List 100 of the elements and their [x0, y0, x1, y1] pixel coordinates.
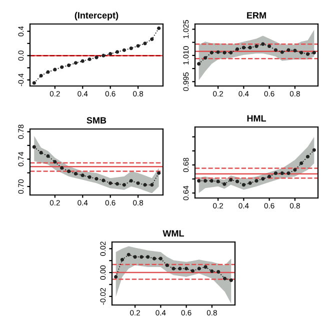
point [210, 50, 214, 54]
point [32, 145, 36, 149]
chart-title: WML [162, 230, 184, 236]
point [129, 178, 133, 183]
point [300, 161, 304, 166]
point [46, 154, 50, 158]
point [60, 65, 64, 69]
point [197, 62, 201, 66]
point [229, 50, 233, 54]
chart-title: ERM [247, 12, 266, 18]
point [143, 183, 147, 187]
chart-title: SMB [86, 117, 106, 124]
point [184, 266, 188, 270]
point [210, 269, 214, 274]
point [190, 269, 195, 273]
point [140, 255, 144, 259]
point [74, 172, 78, 176]
point [274, 171, 278, 176]
point [150, 37, 154, 41]
point [80, 59, 84, 63]
point [248, 181, 252, 185]
point [286, 171, 290, 176]
point [158, 256, 162, 260]
point [39, 74, 43, 78]
point [210, 178, 214, 183]
point [102, 178, 106, 182]
point [39, 150, 43, 154]
point [222, 182, 226, 186]
point [300, 50, 304, 54]
point [53, 68, 57, 72]
point [280, 171, 284, 176]
point [122, 183, 126, 187]
point [312, 148, 316, 152]
point [197, 178, 201, 183]
point [293, 48, 297, 52]
point [204, 265, 208, 269]
point [197, 266, 201, 270]
point [74, 61, 78, 65]
point [203, 56, 208, 60]
point [88, 57, 92, 62]
point [261, 177, 265, 181]
point [274, 48, 278, 52]
point [165, 263, 169, 268]
point [150, 183, 154, 187]
point [129, 46, 133, 50]
point [136, 181, 140, 185]
point [115, 182, 120, 186]
point [268, 174, 272, 178]
point [203, 178, 208, 183]
point [235, 180, 240, 184]
point [157, 171, 161, 175]
point [293, 168, 297, 172]
point [242, 182, 246, 187]
point [108, 181, 112, 185]
point [306, 154, 310, 158]
point [268, 44, 272, 48]
point [136, 44, 140, 48]
point [114, 275, 118, 279]
point [80, 174, 84, 178]
point [261, 42, 265, 46]
point [32, 81, 36, 85]
point [222, 276, 227, 280]
point [102, 54, 106, 58]
point [178, 266, 182, 270]
point [248, 46, 252, 50]
point [222, 50, 226, 54]
point [146, 255, 150, 259]
point [152, 256, 156, 260]
point [133, 255, 137, 259]
chart-title: HML [247, 115, 266, 122]
point [115, 50, 120, 54]
point [108, 52, 112, 56]
point [229, 178, 233, 182]
point [60, 166, 64, 170]
point [254, 44, 258, 48]
chart-title: (Intercept) [74, 12, 118, 20]
point [122, 48, 126, 52]
point [94, 176, 98, 181]
point [216, 180, 220, 184]
point [53, 160, 57, 164]
point [216, 270, 220, 274]
point [66, 64, 71, 68]
point [216, 50, 220, 54]
point [88, 175, 92, 179]
point [306, 52, 310, 56]
point [242, 46, 246, 50]
point [254, 178, 258, 183]
point [126, 252, 130, 256]
point [312, 50, 316, 54]
point [229, 278, 233, 282]
point [143, 42, 147, 46]
point [66, 170, 71, 174]
point [157, 26, 161, 30]
point [235, 47, 240, 51]
point [120, 258, 124, 262]
point [280, 50, 284, 54]
point [286, 48, 290, 52]
point [94, 56, 98, 60]
point [46, 70, 50, 74]
point [172, 266, 176, 270]
